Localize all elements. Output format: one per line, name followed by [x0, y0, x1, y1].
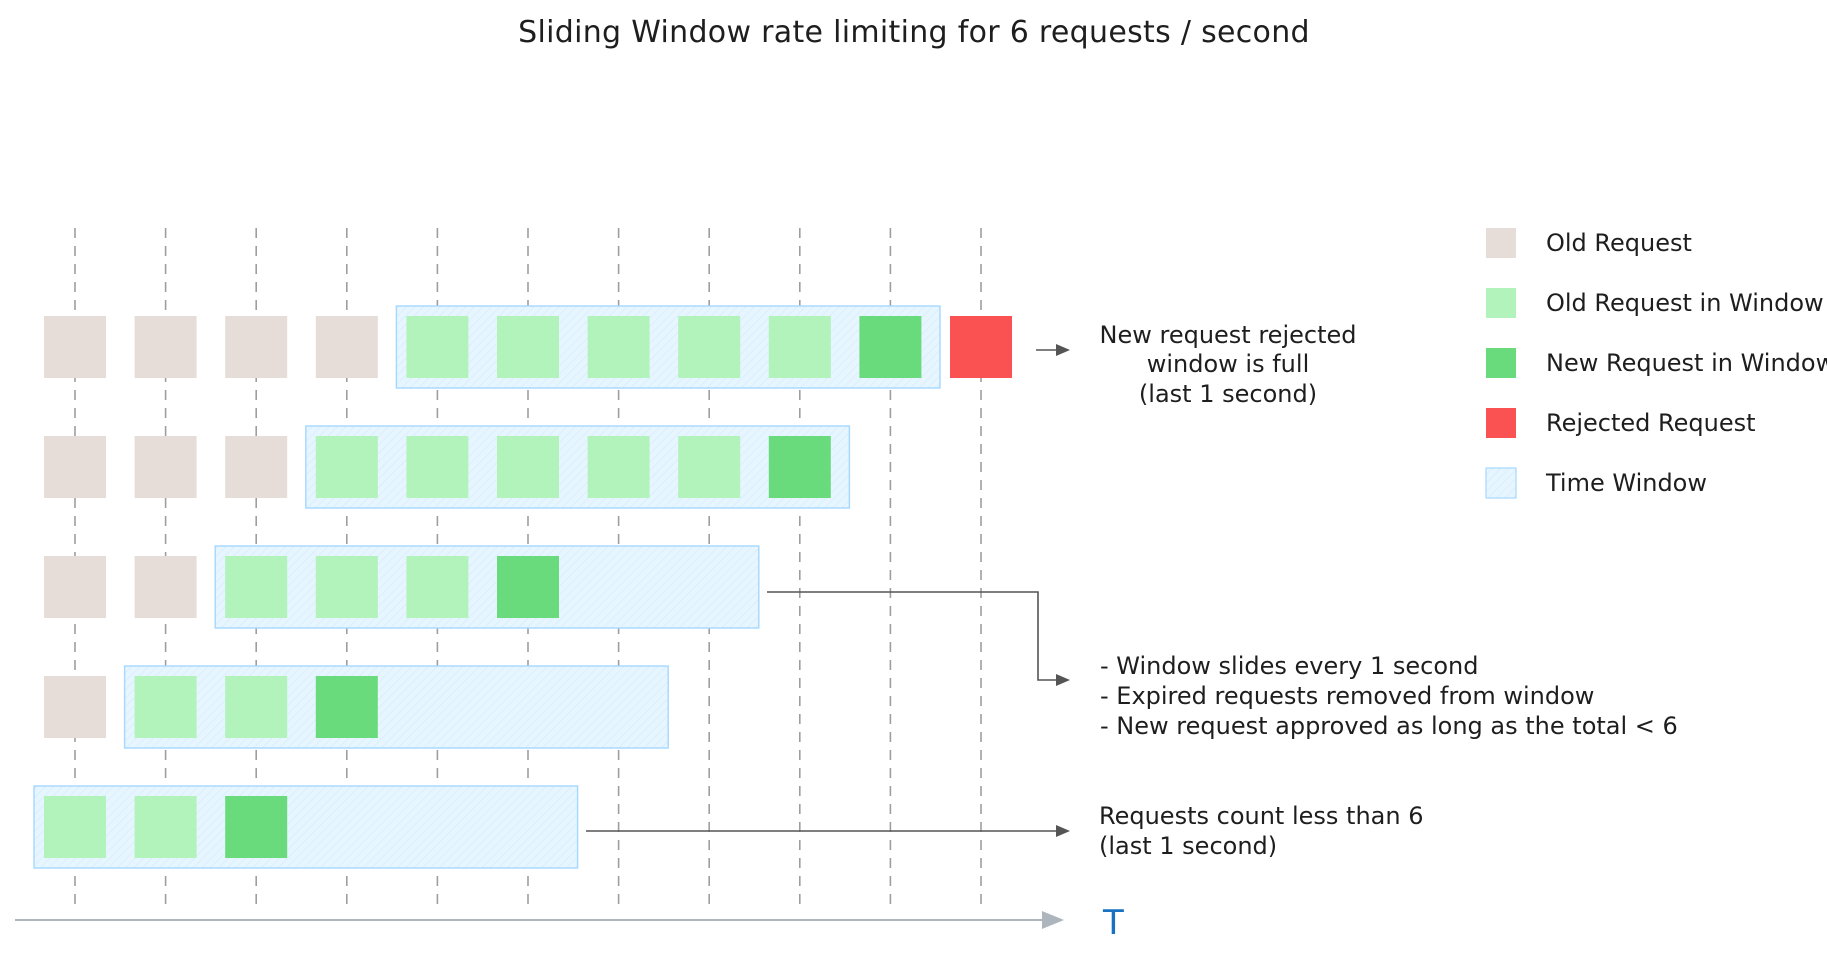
time-window [214, 545, 760, 629]
request-old-in-window [315, 436, 378, 498]
legend-label: Old Request in Window [1546, 289, 1824, 317]
sliding-note-line-2: - Expired requests removed from window [1100, 682, 1594, 710]
request-old-in-window [497, 316, 559, 378]
request-old [134, 556, 197, 618]
request-row [44, 545, 760, 629]
request-new-in-window [225, 796, 288, 858]
legend-item: New Request in Window [1486, 348, 1827, 378]
rejected-note: New request rejected window is full (las… [1100, 321, 1357, 408]
request-new-in-window [859, 316, 922, 378]
sliding-note: - Window slides every 1 second - Expired… [1100, 652, 1678, 740]
legend-swatch [1486, 288, 1516, 318]
sliding-note-arrow [767, 591, 1070, 686]
legend-label: New Request in Window [1546, 349, 1827, 377]
request-new-in-window [497, 556, 559, 618]
request-rows [33, 305, 1012, 869]
request-row [33, 785, 579, 869]
request-old-in-window [134, 796, 197, 858]
time-axis: T [15, 903, 1124, 943]
time-window [305, 425, 851, 509]
request-old [44, 436, 106, 498]
count-note-line-1: Requests count less than 6 [1099, 802, 1423, 830]
request-new-in-window [768, 436, 831, 498]
request-old-in-window [587, 316, 650, 378]
request-old-in-window [678, 436, 741, 498]
legend-label: Time Window [1545, 469, 1707, 497]
legend-swatch [1486, 408, 1516, 438]
time-axis-label: T [1102, 903, 1124, 943]
request-row [44, 425, 851, 509]
request-old [44, 676, 106, 738]
request-old [225, 436, 288, 498]
request-old [225, 316, 288, 378]
count-note-line-2: (last 1 second) [1099, 832, 1277, 860]
request-old-in-window [44, 796, 106, 858]
request-old-in-window [497, 436, 559, 498]
request-old-in-window [225, 676, 288, 738]
request-rejected [950, 316, 1012, 378]
request-old-in-window [678, 316, 741, 378]
rejected-note-line-2: window is full [1147, 350, 1309, 378]
legend-swatch [1486, 348, 1516, 378]
legend-item: Time Window [1485, 467, 1707, 499]
rejected-note-line-1: New request rejected [1100, 321, 1357, 349]
legend-label: Old Request [1546, 229, 1692, 257]
legend-swatch [1485, 467, 1517, 499]
request-old-in-window [406, 556, 469, 618]
request-old [315, 316, 378, 378]
legend-item: Old Request [1486, 228, 1692, 258]
request-old-in-window [225, 556, 288, 618]
rejected-note-line-3: (last 1 second) [1139, 380, 1317, 408]
request-old-in-window [587, 436, 650, 498]
sliding-note-line-3: - New request approved as long as the to… [1100, 712, 1678, 740]
time-window [123, 665, 669, 749]
note-arrows [586, 344, 1070, 837]
legend-swatch [1486, 228, 1516, 258]
request-old-in-window [406, 436, 469, 498]
diagram-title: Sliding Window rate limiting for 6 reque… [518, 15, 1310, 50]
sliding-note-line-1: - Window slides every 1 second [1100, 652, 1478, 680]
request-old-in-window [768, 316, 831, 378]
request-old-in-window [134, 676, 197, 738]
legend-item: Old Request in Window [1486, 288, 1824, 318]
legend-label: Rejected Request [1546, 409, 1756, 437]
legend: Old Request Old Request in Window New Requ… [1485, 228, 1827, 499]
request-new-in-window [315, 676, 378, 738]
request-old [44, 556, 106, 618]
count-note: Requests count less than 6 (last 1 secon… [1099, 802, 1423, 860]
request-row [44, 665, 669, 749]
request-old [134, 316, 197, 378]
legend-item: Rejected Request [1486, 408, 1756, 438]
time-window [395, 305, 941, 389]
request-row [44, 305, 1012, 389]
request-old-in-window [315, 556, 378, 618]
request-old [44, 316, 106, 378]
request-old [134, 436, 197, 498]
request-old-in-window [406, 316, 469, 378]
time-window [33, 785, 579, 869]
